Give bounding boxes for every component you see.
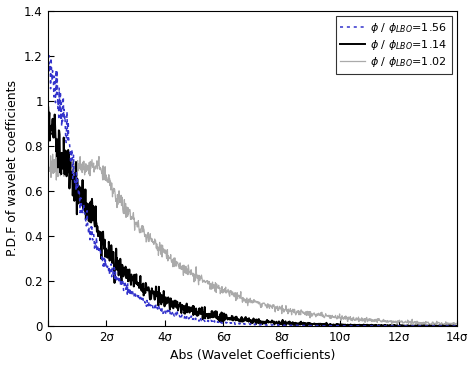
$\phi$ / $\phi_{LBO}$=1.02: [211, 282, 217, 287]
$\phi$ / $\phi_{LBO}$=1.02: [412, 323, 418, 328]
$\phi$ / $\phi_{LBO}$=1.56: [225, 321, 231, 325]
$\phi$ / $\phi_{LBO}$=1.14: [373, 323, 378, 328]
X-axis label: Abs (Wavelet Coefficients): Abs (Wavelet Coefficients): [170, 350, 335, 362]
$\phi$ / $\phi_{LBO}$=1.14: [320, 324, 326, 328]
$\phi$ / $\phi_{LBO}$=1.02: [87, 174, 93, 178]
$\phi$ / $\phi_{LBO}$=1.56: [87, 226, 92, 231]
Legend: $\phi$ / $\phi_{LBO}$=1.56, $\phi$ / $\phi_{LBO}$=1.14, $\phi$ / $\phi_{LBO}$=1.: $\phi$ / $\phi_{LBO}$=1.56, $\phi$ / $\p…: [336, 16, 452, 74]
Y-axis label: P.D.F of wavelet coefficients: P.D.F of wavelet coefficients: [6, 80, 18, 256]
$\phi$ / $\phi_{LBO}$=1.56: [326, 323, 332, 328]
$\phi$ / $\phi_{LBO}$=1.14: [45, 112, 51, 116]
$\phi$ / $\phi_{LBO}$=1.02: [372, 318, 378, 323]
$\phi$ / $\phi_{LBO}$=1.56: [364, 324, 370, 328]
$\phi$ / $\phi_{LBO}$=1.02: [327, 315, 332, 319]
$\phi$ / $\phi_{LBO}$=1.56: [450, 324, 456, 328]
$\phi$ / $\phi_{LBO}$=1.14: [211, 313, 217, 318]
$\phi$ / $\phi_{LBO}$=1.56: [372, 324, 377, 328]
$\phi$ / $\phi_{LBO}$=1.02: [226, 290, 231, 294]
$\phi$ / $\phi_{LBO}$=1.02: [455, 321, 460, 325]
Line: $\phi$ / $\phi_{LBO}$=1.02: $\phi$ / $\phi_{LBO}$=1.02: [48, 151, 457, 325]
$\phi$ / $\phi_{LBO}$=1.56: [210, 319, 216, 323]
Line: $\phi$ / $\phi_{LBO}$=1.14: $\phi$ / $\phi_{LBO}$=1.14: [48, 106, 457, 326]
$\phi$ / $\phi_{LBO}$=1.14: [365, 323, 371, 328]
$\phi$ / $\phi_{LBO}$=1.02: [365, 319, 370, 324]
Line: $\phi$ / $\phi_{LBO}$=1.56: $\phi$ / $\phi_{LBO}$=1.56: [48, 33, 457, 326]
$\phi$ / $\phi_{LBO}$=1.02: [54, 149, 60, 153]
$\phi$ / $\phi_{LBO}$=1.56: [45, 31, 51, 35]
$\phi$ / $\phi_{LBO}$=1.14: [46, 104, 51, 109]
$\phi$ / $\phi_{LBO}$=1.02: [45, 163, 51, 167]
$\phi$ / $\phi_{LBO}$=1.14: [327, 323, 333, 327]
$\phi$ / $\phi_{LBO}$=1.14: [455, 323, 460, 328]
$\phi$ / $\phi_{LBO}$=1.14: [226, 316, 231, 321]
$\phi$ / $\phi_{LBO}$=1.14: [87, 201, 93, 205]
$\phi$ / $\phi_{LBO}$=1.56: [455, 324, 460, 328]
